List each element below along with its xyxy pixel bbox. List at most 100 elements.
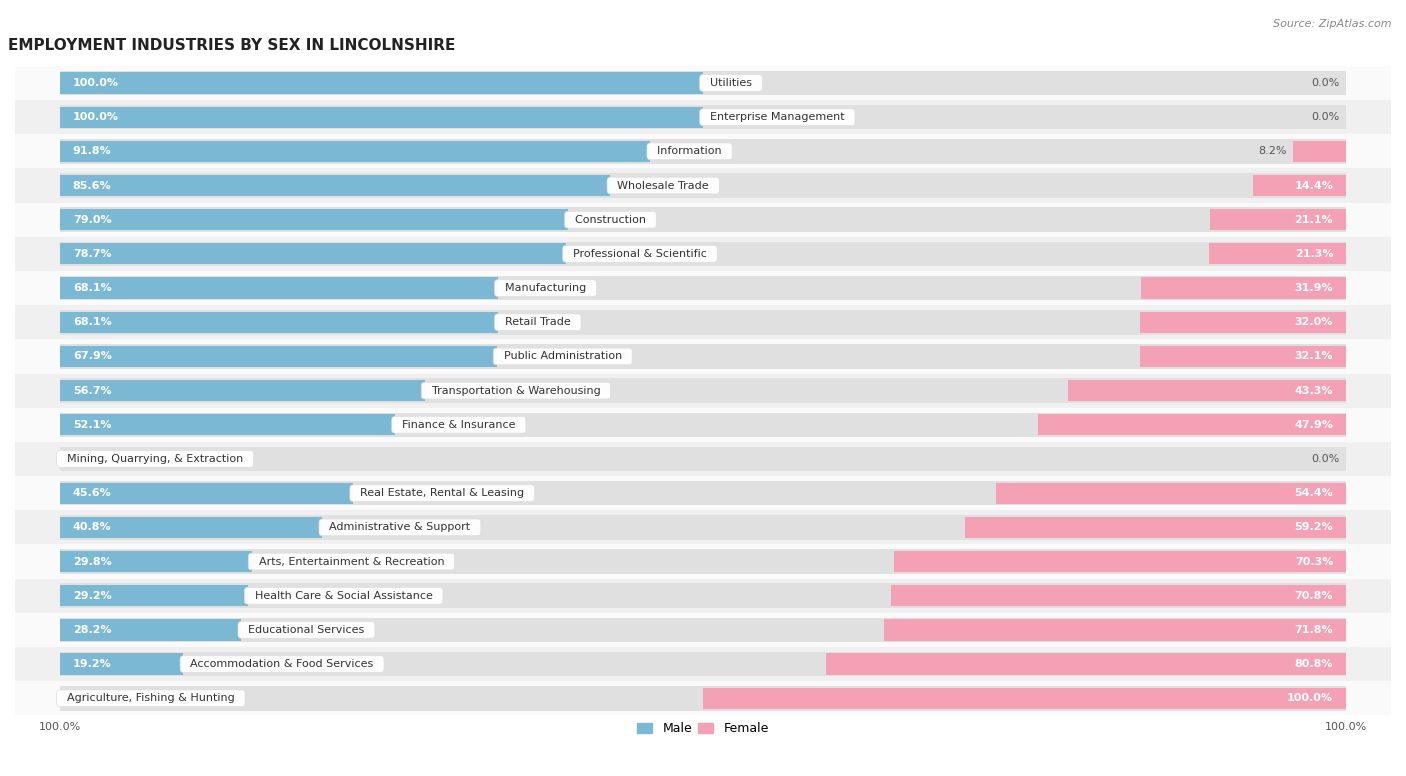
Bar [703,688,1346,709]
Text: 70.8%: 70.8% [1295,591,1333,601]
Bar [60,244,567,265]
Bar [60,139,1346,164]
Text: 29.2%: 29.2% [73,591,111,601]
Bar [15,407,1391,442]
Text: Enterprise Management: Enterprise Management [703,113,852,122]
Bar [1253,175,1346,196]
Bar [997,483,1346,504]
Bar [60,140,650,162]
Text: Retail Trade: Retail Trade [498,317,578,327]
Bar [60,207,1346,232]
Bar [60,517,322,538]
Text: Educational Services: Educational Services [242,625,371,635]
Bar [60,379,1346,403]
Bar [15,511,1391,545]
Text: Wholesale Trade: Wholesale Trade [610,181,716,191]
Bar [1209,244,1346,265]
Text: 100.0%: 100.0% [73,113,120,122]
Bar [15,613,1391,647]
Text: 78.7%: 78.7% [73,249,111,259]
Text: 100.0%: 100.0% [73,78,120,88]
Bar [827,653,1346,674]
Text: Health Care & Social Assistance: Health Care & Social Assistance [247,591,440,601]
Bar [60,71,1346,95]
Text: 52.1%: 52.1% [73,420,111,430]
Text: Manufacturing: Manufacturing [498,283,593,293]
Text: 8.2%: 8.2% [1258,147,1286,156]
Bar [60,209,568,230]
Bar [15,305,1391,339]
Text: 0.0%: 0.0% [66,454,94,464]
Bar [60,310,1346,334]
Text: 67.9%: 67.9% [73,352,111,362]
Bar [60,652,1346,677]
Bar [60,175,610,196]
Bar [60,618,1346,643]
Bar [15,168,1391,203]
Text: 32.0%: 32.0% [1295,317,1333,327]
Bar [15,134,1391,168]
Text: 21.3%: 21.3% [1295,249,1333,259]
Bar [60,551,252,572]
Text: Mining, Quarrying, & Extraction: Mining, Quarrying, & Extraction [60,454,250,464]
Text: 56.7%: 56.7% [73,386,111,396]
Bar [60,241,1346,266]
Text: Administrative & Support: Administrative & Support [322,522,478,532]
Bar [894,551,1346,572]
Bar [15,373,1391,407]
Bar [60,653,183,674]
Text: 40.8%: 40.8% [73,522,111,532]
Text: 100.0%: 100.0% [1286,693,1333,703]
Bar [60,686,1346,711]
Bar [60,481,1346,505]
Bar [15,681,1391,715]
Text: 45.6%: 45.6% [73,488,111,498]
Bar [891,585,1346,606]
Bar [60,584,1346,608]
Text: 80.8%: 80.8% [1295,659,1333,669]
Bar [15,100,1391,134]
Text: 14.4%: 14.4% [1295,181,1333,191]
Text: 19.2%: 19.2% [73,659,111,669]
Bar [15,203,1391,237]
Bar [60,72,703,94]
Bar [15,237,1391,271]
Text: Information: Information [650,147,728,156]
Bar [15,66,1391,100]
Text: Arts, Entertainment & Recreation: Arts, Entertainment & Recreation [252,556,451,566]
Bar [15,271,1391,305]
Legend: Male, Female: Male, Female [633,717,773,740]
Bar [1038,414,1346,435]
Bar [60,312,498,333]
Text: 0.0%: 0.0% [1312,78,1340,88]
Bar [15,339,1391,373]
Bar [60,278,498,299]
Bar [60,173,1346,198]
Text: 47.9%: 47.9% [1295,420,1333,430]
Bar [60,346,496,367]
Bar [15,476,1391,511]
Bar [1294,140,1346,162]
Text: Accommodation & Food Services: Accommodation & Food Services [183,659,381,669]
Text: 0.0%: 0.0% [66,693,94,703]
Text: 71.8%: 71.8% [1295,625,1333,635]
Bar [60,106,703,128]
Text: Source: ZipAtlas.com: Source: ZipAtlas.com [1274,19,1392,29]
Text: 29.8%: 29.8% [73,556,111,566]
Bar [60,549,1346,573]
Bar [1067,380,1346,401]
Bar [60,483,353,504]
Bar [60,585,247,606]
Bar [60,380,425,401]
Text: 43.3%: 43.3% [1295,386,1333,396]
Bar [1140,312,1346,333]
Text: EMPLOYMENT INDUSTRIES BY SEX IN LINCOLNSHIRE: EMPLOYMENT INDUSTRIES BY SEX IN LINCOLNS… [8,38,456,54]
Text: 0.0%: 0.0% [1312,454,1340,464]
Bar [60,275,1346,300]
Bar [1140,346,1346,367]
Bar [60,515,1346,539]
Bar [884,619,1346,640]
Text: 70.3%: 70.3% [1295,556,1333,566]
Bar [60,344,1346,369]
Bar [60,414,395,435]
